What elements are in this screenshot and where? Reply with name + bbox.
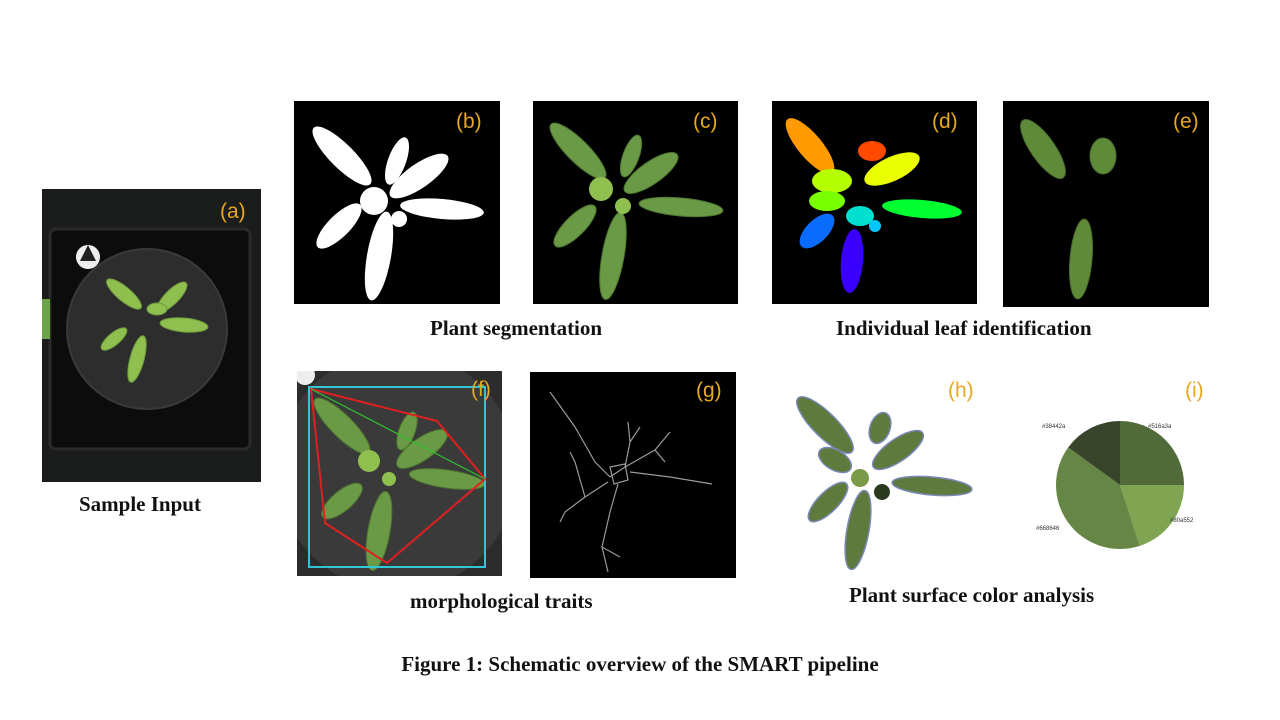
panel-label-b: (b)	[456, 110, 482, 133]
pie-slice	[1120, 421, 1184, 485]
leaf-label-image: (d)	[772, 101, 977, 304]
caption-morphological-traits: morphological traits	[410, 589, 593, 613]
pie-slice	[1120, 485, 1184, 546]
figure-title: Figure 1: Schematic overview of the SMAR…	[401, 652, 879, 676]
pie-slice	[1068, 421, 1120, 485]
panel-label-c: (c)	[693, 110, 718, 133]
convex-hull-image: (f)	[297, 371, 502, 576]
panel-label-d: (d)	[932, 110, 958, 133]
caption-leaf-identification: Individual leaf identification	[836, 316, 1092, 340]
panel-label-e: (e)	[1173, 110, 1199, 133]
isolated-leaves-image: (e)	[1003, 101, 1209, 307]
color-pie-chart: #516a3a #80a552 #668646 #38442a (i)	[1030, 380, 1230, 560]
pie-slice	[1056, 447, 1140, 549]
segmentation-mask-image: (b)	[294, 101, 500, 304]
panel-label-h: (h)	[948, 379, 974, 402]
pie-slice-label: #38442a	[1042, 424, 1066, 430]
caption-plant-segmentation: Plant segmentation	[430, 316, 603, 340]
panel-label-f: (f)	[471, 378, 491, 401]
panel-label-i: (i)	[1185, 379, 1204, 402]
sample-input-image: (a)	[42, 189, 261, 482]
caption-sample-input: Sample Input	[79, 492, 201, 516]
pie-slice-label: #80a552	[1170, 518, 1194, 524]
segmented-plant-image: (c)	[533, 101, 738, 304]
skeleton-image: (g)	[530, 372, 736, 578]
panel-label-g: (g)	[696, 379, 722, 402]
surface-color-image: (h)	[780, 380, 980, 570]
pie-slice-label: #516a3a	[1148, 424, 1172, 430]
caption-surface-color: Plant surface color analysis	[849, 583, 1095, 607]
panel-label-a: (a)	[220, 200, 246, 223]
pie-slice-label: #668646	[1036, 526, 1060, 532]
